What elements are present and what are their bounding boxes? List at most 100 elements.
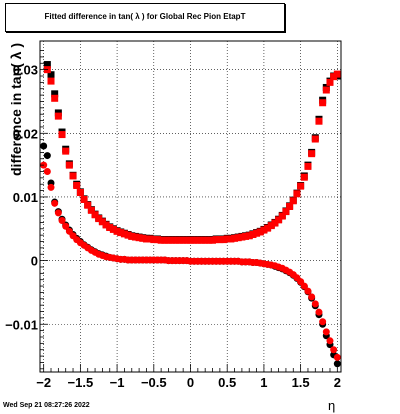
- data-point: [234, 234, 242, 242]
- data-point: [131, 233, 139, 241]
- x-tick-label: 1.5: [292, 375, 310, 390]
- data-point: [58, 217, 66, 225]
- data-point: [330, 346, 338, 354]
- data-point: [275, 216, 283, 224]
- data-point: [198, 236, 206, 244]
- data-point: [326, 337, 334, 345]
- data-point: [293, 190, 301, 198]
- data-point: [282, 208, 290, 216]
- data-point: [164, 236, 172, 244]
- data-point: [102, 221, 110, 229]
- data-point: [304, 287, 312, 295]
- data-point: [300, 282, 308, 290]
- data-point: [330, 73, 338, 81]
- data-point: [175, 236, 183, 244]
- data-point: [260, 226, 268, 234]
- data-point: [271, 219, 279, 227]
- data-point: [84, 201, 92, 209]
- data-point: [62, 147, 70, 155]
- data-point: [333, 70, 341, 78]
- data-point: [80, 195, 88, 203]
- data-point: [190, 236, 198, 244]
- data-point: [209, 236, 217, 244]
- data-point: [98, 218, 106, 226]
- data-point: [300, 173, 308, 181]
- data-point: [304, 162, 312, 170]
- data-point: [253, 229, 261, 237]
- data-point: [113, 227, 121, 235]
- data-point: [91, 211, 99, 219]
- data-point: [286, 203, 294, 210]
- data-point: [227, 235, 235, 243]
- y-tick-label: 0.02: [13, 126, 38, 141]
- marker-layer: [40, 61, 341, 368]
- data-point: [249, 231, 257, 239]
- data-point: [139, 234, 147, 242]
- title-box: Fitted difference in tan( λ ) for Global…: [5, 3, 285, 32]
- data-point: [289, 197, 297, 205]
- y-tick-label: 0.03: [13, 63, 38, 78]
- data-point: [69, 172, 77, 180]
- data-point: [231, 234, 239, 242]
- data-point: [333, 353, 341, 361]
- data-point: [47, 77, 55, 85]
- data-point: [54, 209, 62, 217]
- data-point: [54, 112, 62, 120]
- data-point: [179, 236, 187, 244]
- data-point: [128, 232, 136, 240]
- data-point: [172, 236, 180, 244]
- data-point: [187, 236, 194, 244]
- data-point: [319, 99, 327, 107]
- grid-layer: [40, 41, 341, 372]
- data-point: [150, 236, 158, 244]
- data-point: [297, 182, 305, 190]
- data-point: [62, 222, 70, 230]
- data-point: [267, 222, 275, 230]
- data-point: [120, 230, 128, 238]
- x-tick-label: 0.5: [218, 375, 236, 390]
- data-point: [65, 161, 73, 169]
- data-point: [73, 181, 81, 189]
- data-point: [220, 236, 228, 244]
- data-point: [76, 188, 84, 196]
- data-point: [311, 135, 319, 143]
- data-point: [106, 224, 114, 232]
- data-point: [87, 206, 95, 214]
- data-point: [264, 224, 272, 232]
- data-point: [168, 236, 176, 244]
- data-point: [212, 236, 220, 244]
- data-point: [308, 293, 316, 301]
- chart-title: Fitted difference in tan( λ ) for Global…: [44, 12, 246, 21]
- data-point: [322, 328, 330, 336]
- data-point: [256, 228, 264, 236]
- data-point: [124, 231, 132, 239]
- x-tick-label: −2: [36, 375, 51, 390]
- data-point: [319, 318, 327, 326]
- data-point: [117, 229, 125, 237]
- data-point: [201, 236, 209, 244]
- data-point: [43, 167, 51, 175]
- data-point: [95, 215, 103, 223]
- x-tick-label: 2: [334, 375, 341, 390]
- data-point: [142, 235, 150, 243]
- data-point: [315, 308, 323, 316]
- data-point: [223, 235, 231, 243]
- data-point: [51, 90, 59, 98]
- x-tick-label: 0: [187, 375, 194, 390]
- data-point: [51, 199, 59, 207]
- y-tick-label: 0.01: [13, 190, 38, 205]
- data-point: [194, 236, 202, 244]
- data-point: [43, 61, 51, 69]
- data-point: [43, 152, 51, 160]
- data-point: [322, 86, 330, 94]
- data-point: [58, 131, 66, 139]
- data-point: [146, 235, 154, 243]
- data-point: [205, 236, 213, 244]
- data-point: [242, 232, 250, 240]
- x-tick-label: −0.5: [141, 375, 167, 390]
- data-point: [311, 300, 319, 308]
- footer-date: Wed Sep 21 08:27:26 2022: [3, 402, 90, 409]
- data-point: [183, 236, 191, 244]
